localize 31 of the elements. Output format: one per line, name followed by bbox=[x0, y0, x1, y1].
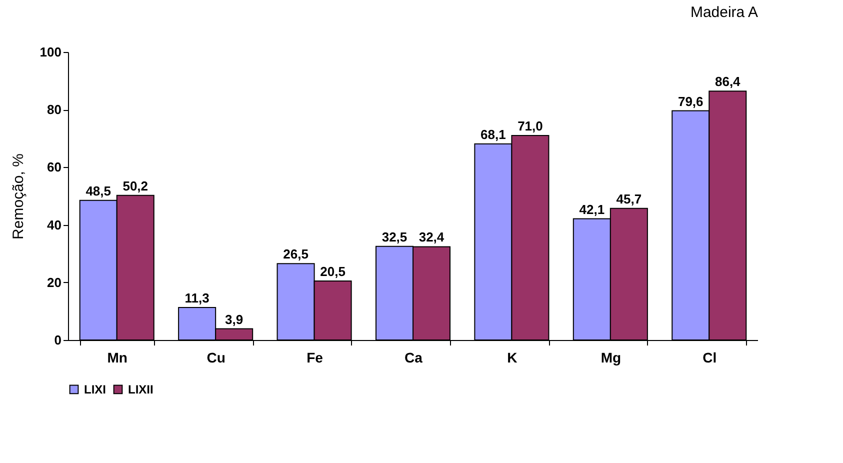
legend-label: LIXII bbox=[128, 382, 154, 396]
chart-title: Madeira A bbox=[690, 4, 758, 21]
x-tick-label: Cl bbox=[702, 350, 717, 366]
data-label: 71,0 bbox=[518, 118, 543, 134]
data-label: 68,1 bbox=[480, 126, 506, 142]
y-tick-label: 0 bbox=[54, 332, 62, 348]
data-label: 50,2 bbox=[122, 178, 148, 194]
x-tick-label: Ca bbox=[404, 350, 423, 366]
y-tick-label: 20 bbox=[47, 274, 62, 290]
y-tick-label: 80 bbox=[47, 102, 62, 118]
x-tick-label: Fe bbox=[306, 350, 324, 366]
y-tick-label: 60 bbox=[47, 160, 62, 175]
data-label: 20,5 bbox=[320, 264, 346, 279]
data-label: 86,4 bbox=[714, 74, 742, 90]
data-label: 26,5 bbox=[283, 246, 308, 262]
x-tick-label: Mg bbox=[600, 350, 622, 366]
y-tick-label: 100 bbox=[40, 44, 62, 60]
data-label: 45,7 bbox=[616, 191, 642, 206]
data-label: 32,4 bbox=[418, 230, 445, 245]
data-label: 79,6 bbox=[678, 94, 704, 109]
data-label: 48,5 bbox=[86, 183, 112, 198]
x-tick-label: Mn bbox=[107, 350, 128, 366]
y-axis-title: Remoção, % bbox=[10, 154, 27, 240]
data-label: 11,3 bbox=[184, 290, 210, 306]
y-tick-label: 40 bbox=[47, 217, 62, 232]
x-tick-label: Cu bbox=[206, 350, 226, 366]
data-label: 42,1 bbox=[579, 202, 605, 217]
data-label: 32,5 bbox=[382, 229, 408, 244]
data-label: 3,9 bbox=[225, 312, 244, 327]
legend-label: LIXI bbox=[84, 382, 106, 396]
x-tick-label: K bbox=[507, 350, 518, 366]
